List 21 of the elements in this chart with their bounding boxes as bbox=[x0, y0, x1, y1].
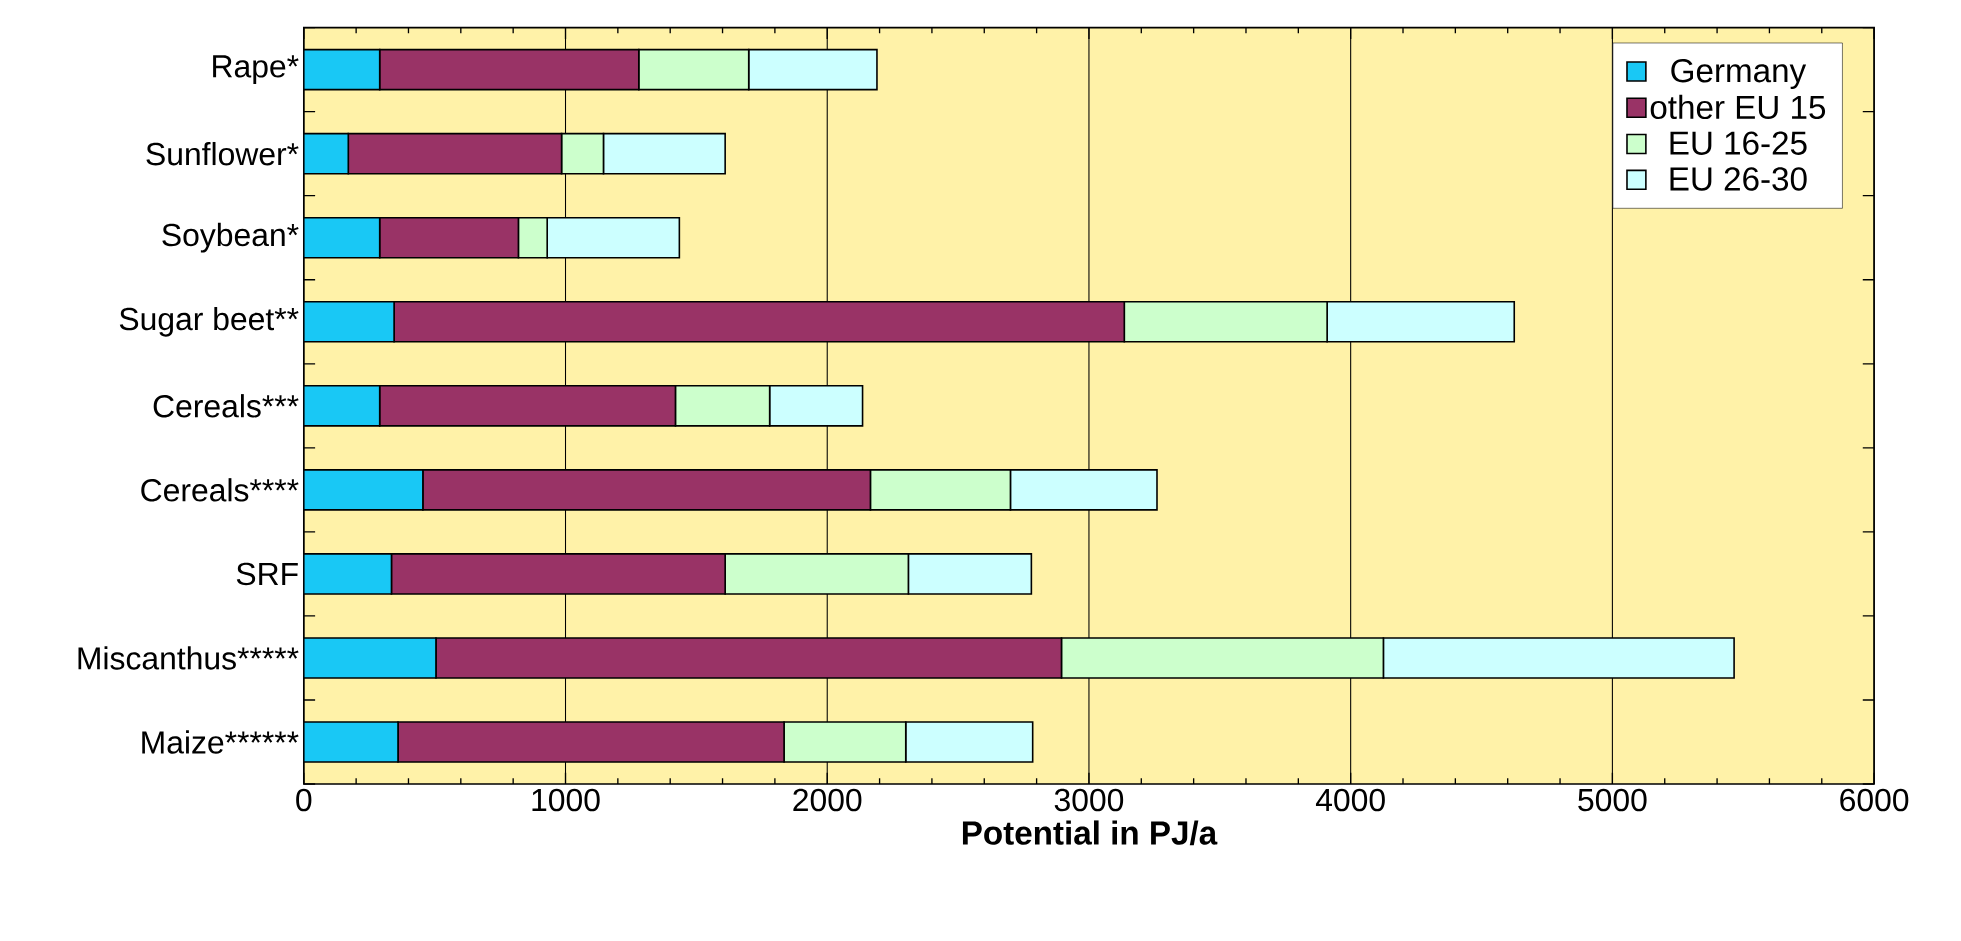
legend-label: other EU 15 bbox=[1650, 94, 1826, 120]
x-tick-label: 3000 bbox=[1054, 788, 1124, 812]
y-tick-label: Cereals**** bbox=[141, 478, 299, 502]
x-tick-label: 2000 bbox=[793, 788, 862, 812]
y-tick-label: Maize****** bbox=[142, 730, 299, 754]
legend-label: EU 16-25 bbox=[1670, 131, 1807, 155]
x-tick-label: 1000 bbox=[532, 788, 600, 812]
x-tick-label: 6000 bbox=[1840, 788, 1909, 812]
legend-label: Germany bbox=[1671, 59, 1807, 90]
x-axis-title: Potential in PJ/a bbox=[962, 820, 1218, 846]
y-tick-label: Cereals*** bbox=[153, 394, 299, 418]
x-tick-label: 0 bbox=[296, 788, 312, 812]
y-tick-label: Miscanthus***** bbox=[78, 646, 299, 670]
y-tick-label: Sugar beet** bbox=[119, 306, 299, 337]
x-tick-label: 4000 bbox=[1315, 788, 1385, 812]
legend-label: EU 26-30 bbox=[1670, 167, 1807, 191]
x-tick-label: 5000 bbox=[1578, 788, 1647, 812]
y-tick-label: Rape* bbox=[213, 55, 299, 84]
y-tick-label: Soybean* bbox=[162, 222, 299, 253]
y-tick-label: SRF bbox=[236, 562, 298, 586]
y-tick-label: Sunflower* bbox=[146, 142, 299, 166]
